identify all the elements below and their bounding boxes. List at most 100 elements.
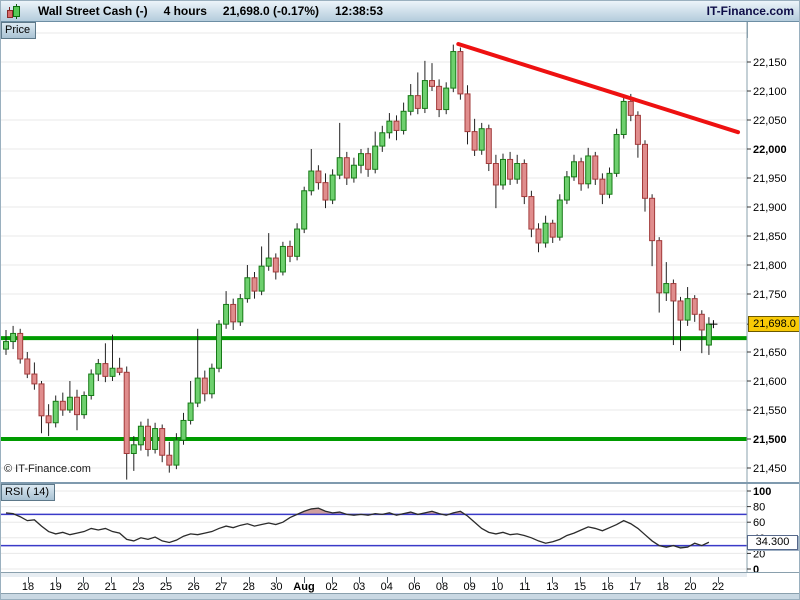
time-label: 21 [104, 581, 117, 593]
candle [272, 257, 279, 273]
candle [585, 155, 592, 185]
candle [421, 80, 428, 109]
candle [649, 197, 656, 242]
time-label: 08 [435, 581, 449, 593]
time-tick [248, 577, 250, 583]
time-tick [138, 577, 140, 583]
last-price-badge: 21,698.0 [748, 316, 799, 332]
candle [230, 303, 237, 323]
time-label: 20 [684, 581, 697, 593]
last-quote: 21,698.0 (-0.17%) [222, 4, 319, 18]
time-tick [166, 577, 167, 583]
candle [528, 196, 535, 230]
time-label: Aug [293, 581, 315, 593]
candle [38, 383, 45, 417]
candle [88, 373, 95, 397]
time-label: 10 [491, 581, 504, 593]
candle [173, 439, 180, 466]
candle [379, 132, 386, 147]
candle [556, 199, 563, 238]
panel-separator [1, 482, 799, 484]
svg-text:22,050: 22,050 [753, 115, 787, 127]
candle [123, 371, 130, 454]
candle [656, 240, 663, 294]
candle [244, 277, 251, 300]
time-label: 16 [601, 581, 614, 593]
timeframe-label: 4 hours [163, 4, 207, 18]
time-label: 15 [573, 581, 587, 593]
price-chart[interactable]: 22,150 22,100 22,050 22,000 21,950 21,900 21,8… [1, 22, 800, 482]
svg-text:0: 0 [753, 564, 759, 572]
time-tick [469, 577, 471, 583]
time-tick [83, 577, 85, 583]
bottom-strip [1, 593, 799, 599]
candle [45, 415, 52, 424]
candle [3, 341, 9, 350]
time-label: 13 [546, 581, 559, 593]
candle [599, 178, 606, 195]
time-label: 23 [132, 581, 145, 593]
svg-text:21,800: 21,800 [753, 260, 787, 272]
rsi-level-lines [1, 513, 747, 547]
time-tick [552, 577, 554, 583]
svg-text:22,100: 22,100 [753, 86, 787, 98]
rsi-chart[interactable]: 100806040200 [1, 484, 800, 572]
candle [386, 120, 393, 134]
rsi-axis: 100806040200 [746, 484, 771, 572]
time-tick [635, 577, 637, 583]
candle [457, 51, 464, 95]
candle [74, 396, 80, 416]
time-label: 02 [325, 581, 338, 593]
candle [329, 174, 336, 201]
candle [705, 323, 712, 346]
rsi-panel[interactable]: 100806040200 [1, 484, 800, 572]
trendline [456, 42, 741, 135]
candle [507, 158, 514, 180]
tab-rsi[interactable]: RSI ( 14) [1, 484, 56, 501]
time-label: 09 [463, 581, 476, 593]
candle [514, 163, 521, 180]
candle [343, 157, 350, 179]
candle [130, 444, 137, 454]
candle [407, 95, 414, 112]
candle [450, 51, 457, 89]
time-tick [304, 577, 305, 583]
tab-price[interactable]: Price [1, 22, 37, 39]
time-tick [662, 577, 664, 583]
candle [677, 300, 684, 321]
candle [358, 153, 364, 166]
candle [265, 257, 272, 267]
time-label: 03 [353, 581, 366, 593]
candle [535, 228, 542, 244]
price-panel[interactable]: 22,150 22,100 22,050 22,000 21,950 21,900 21,8… [1, 22, 800, 482]
svg-text:21,900: 21,900 [753, 202, 787, 214]
candle [542, 222, 549, 244]
candle [279, 245, 286, 273]
candle [471, 131, 478, 151]
time-tick [524, 577, 526, 583]
time-tick [55, 577, 57, 583]
svg-text:60: 60 [753, 517, 765, 529]
time-tick [718, 577, 719, 583]
candle [613, 134, 620, 174]
time-label: 26 [187, 581, 200, 593]
candle [308, 170, 315, 192]
candle [81, 395, 88, 416]
candle [478, 128, 485, 151]
candle [208, 367, 215, 395]
candle [634, 114, 641, 145]
candle [24, 358, 31, 375]
candle [216, 323, 222, 369]
time-tick [193, 577, 195, 583]
last-price-marker [709, 320, 718, 329]
time-tick [331, 577, 333, 583]
svg-text:21,450: 21,450 [753, 463, 787, 475]
title-bar: Wall Street Cash (-) 4 hours 21,698.0 (-… [1, 1, 799, 22]
candle [116, 367, 123, 373]
rsi-line [5, 507, 710, 549]
candle [145, 425, 151, 450]
svg-text:100: 100 [753, 486, 771, 498]
candle [436, 85, 443, 111]
brand-logo: IT-Finance.com [706, 4, 794, 18]
candle [287, 245, 293, 257]
